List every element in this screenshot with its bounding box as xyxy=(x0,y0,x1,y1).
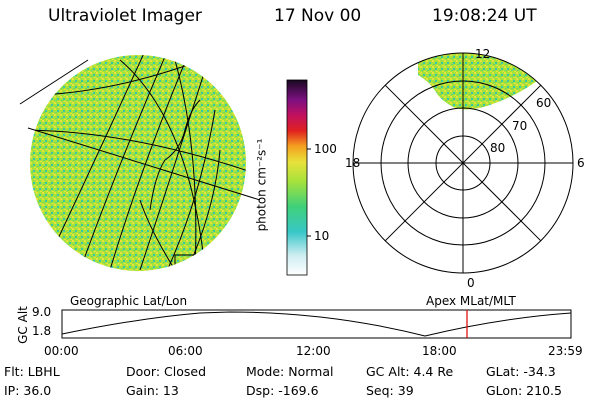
mlt-label-12: 12 xyxy=(475,47,491,61)
colorbar xyxy=(286,79,311,276)
door-info: Door: Closed xyxy=(126,364,207,379)
mlt-label-0: 0 xyxy=(467,276,475,290)
lat-label-80: 80 xyxy=(490,141,506,155)
time-tick-1800: 18:00 xyxy=(422,344,457,358)
filter-info: Flt: LBHL xyxy=(4,364,60,379)
time-tick-1200: 12:00 xyxy=(296,344,331,358)
lat-label-70: 70 xyxy=(512,119,528,133)
gc-alt-info: GC Alt: 4.4 Re xyxy=(366,364,454,379)
time-tick-0000: 00:00 xyxy=(44,344,79,358)
colorbar-unit-label: photon cm⁻²s⁻¹ xyxy=(254,138,269,232)
time-label: 19:08:24 UT xyxy=(432,6,537,26)
geographic-grid-label: Geographic Lat/Lon xyxy=(70,294,188,308)
dsp-info: Dsp: -169.6 xyxy=(246,383,319,398)
instrument-title: Ultraviolet Imager xyxy=(48,6,202,26)
ip-info: IP: 36.0 xyxy=(4,383,52,398)
lat-label-60: 60 xyxy=(536,96,552,110)
mode-info: Mode: Normal xyxy=(246,364,334,379)
alt-tick-1-8: 1.8 xyxy=(32,324,52,338)
colorbar-tick-10: 10 xyxy=(314,229,330,243)
seq-info: Seq: 39 xyxy=(366,383,414,398)
apex-grid-label: Apex MLat/MLT xyxy=(426,294,516,308)
alt-tick-9: 9.0 xyxy=(32,305,52,319)
gain-info: Gain: 13 xyxy=(126,383,179,398)
glat-info: GLat: -34.3 xyxy=(486,364,556,379)
colorbar-tick-100: 100 xyxy=(314,142,337,156)
glon-info: GLon: 210.5 xyxy=(486,383,562,398)
uv-disk-image xyxy=(19,55,261,271)
altitude-strip xyxy=(61,309,572,339)
time-tick-0600: 06:00 xyxy=(168,344,203,358)
polar-plot xyxy=(352,52,574,274)
time-tick-2359: 23:59 xyxy=(548,344,583,358)
mlt-label-6: 6 xyxy=(577,156,585,170)
date-label: 17 Nov 00 xyxy=(274,6,362,26)
alt-axis-label: GC Alt xyxy=(15,306,30,344)
mlt-label-18: 18 xyxy=(345,156,361,170)
